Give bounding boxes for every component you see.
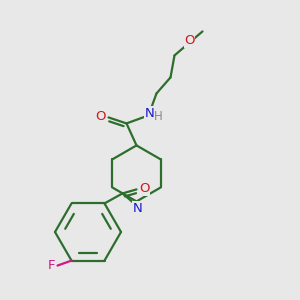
Text: N: N bbox=[133, 202, 142, 215]
Text: O: O bbox=[95, 110, 106, 123]
Text: O: O bbox=[184, 34, 195, 47]
Text: N: N bbox=[145, 107, 154, 120]
Text: H: H bbox=[154, 110, 163, 123]
Text: F: F bbox=[48, 259, 55, 272]
Text: O: O bbox=[139, 182, 150, 195]
